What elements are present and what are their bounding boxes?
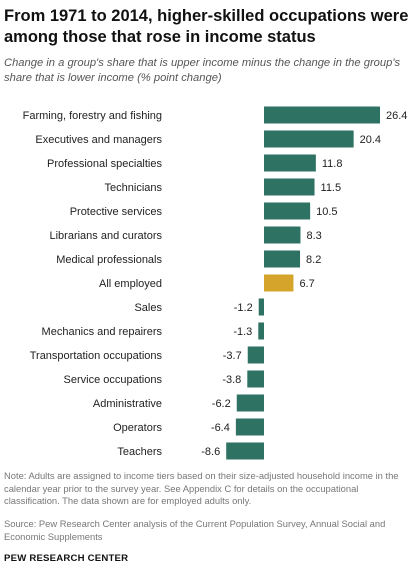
bar <box>247 346 264 364</box>
value-label: -8.6 <box>201 446 220 458</box>
bar <box>247 370 264 388</box>
value-label: 8.3 <box>306 230 321 242</box>
category-label: Professional specialties <box>47 158 162 170</box>
brand-logo-text: PEW RESEARCH CENTER <box>4 553 129 564</box>
category-label: All employed <box>99 278 162 290</box>
value-label: -1.3 <box>233 326 252 338</box>
bar <box>264 106 380 124</box>
bar <box>258 298 264 316</box>
bar <box>235 418 264 436</box>
value-label: 6.7 <box>299 278 314 290</box>
bar <box>264 178 315 196</box>
chart-note: Note: Adults are assigned to income tier… <box>4 470 399 507</box>
value-label: 11.5 <box>321 182 342 194</box>
bar <box>264 130 354 148</box>
category-label: Teachers <box>117 446 162 458</box>
value-label: 20.4 <box>360 134 381 146</box>
bar <box>264 226 301 244</box>
value-label: -3.7 <box>223 350 242 362</box>
category-label: Medical professionals <box>56 254 162 266</box>
category-label: Protective services <box>70 206 163 218</box>
bar <box>236 394 264 412</box>
category-label: Farming, forestry and fishing <box>23 110 162 122</box>
category-label: Executives and managers <box>35 134 162 146</box>
category-label: Technicians <box>105 182 163 194</box>
bar <box>264 274 294 292</box>
chart-title: From 1971 to 2014, higher-skilled occupa… <box>4 7 409 46</box>
bar <box>264 154 316 172</box>
category-label: Administrative <box>93 398 162 410</box>
value-label: -6.4 <box>211 422 230 434</box>
bar-chart: Farming, forestry and fishing 26.4 Executi… <box>23 106 407 460</box>
value-label: 11.8 <box>322 158 343 170</box>
value-label: -3.8 <box>222 374 241 386</box>
chart-subtitle: Change in a group's share that is upper … <box>4 57 401 84</box>
category-label: Sales <box>134 302 162 314</box>
value-label: 26.4 <box>386 110 407 122</box>
category-label: Mechanics and repairers <box>42 326 163 338</box>
value-label: -1.2 <box>234 302 253 314</box>
value-label: 8.2 <box>306 254 321 266</box>
bar <box>264 202 311 220</box>
category-label: Librarians and curators <box>49 230 162 242</box>
category-label: Transportation occupations <box>30 350 163 362</box>
value-label: -6.2 <box>212 398 231 410</box>
bar <box>226 442 264 460</box>
value-label: 10.5 <box>316 206 337 218</box>
category-label: Service occupations <box>64 374 163 386</box>
chart-source: Source: Pew Research Center analysis of … <box>4 518 386 542</box>
bar <box>258 322 264 340</box>
category-label: Operators <box>113 422 162 434</box>
bar <box>264 250 301 268</box>
